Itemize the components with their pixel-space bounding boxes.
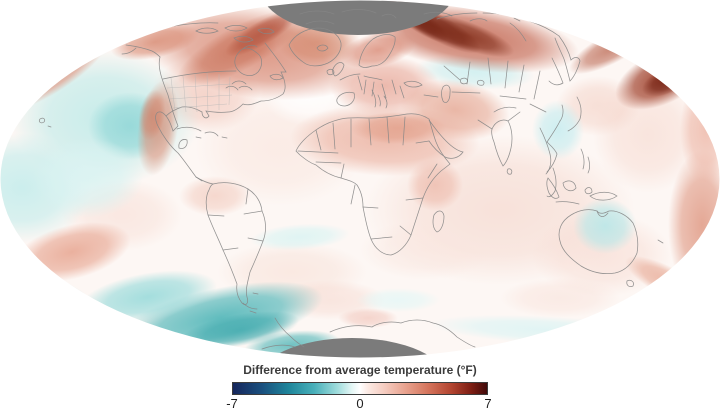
- legend-colorbar: [232, 382, 488, 395]
- legend-mid-label: 0: [356, 396, 364, 411]
- legend-title: Difference from average temperature (°F): [243, 363, 477, 377]
- legend-min-label: -7: [226, 396, 238, 411]
- temperature-legend: Difference from average temperature (°F)…: [0, 364, 720, 412]
- legend-max-label: 7: [484, 396, 492, 411]
- legend-labels: -7 0 7: [226, 396, 492, 412]
- world-map-svg: [0, 0, 720, 358]
- world-temperature-anomaly-map: [0, 0, 720, 358]
